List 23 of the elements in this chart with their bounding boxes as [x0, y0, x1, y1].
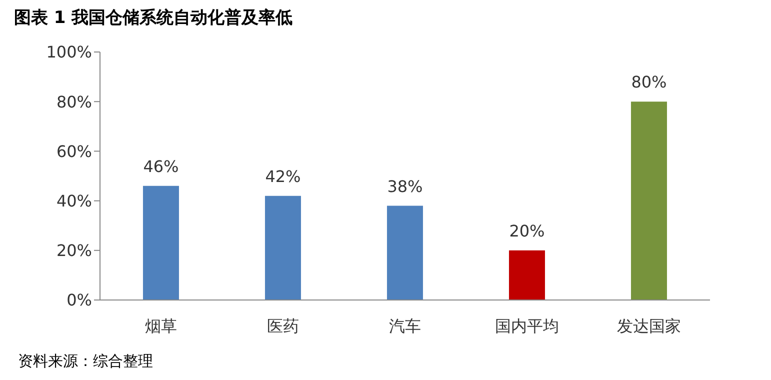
data-label: 20%: [509, 221, 545, 240]
bar: [264, 196, 301, 300]
bar: [508, 250, 545, 300]
bar: [142, 186, 179, 300]
bar: [386, 206, 423, 300]
y-tick-label: 20%: [56, 241, 92, 260]
x-tick-label: 国内平均: [495, 316, 559, 336]
y-tick-label: 0%: [66, 290, 92, 310]
data-label: 38%: [387, 176, 423, 196]
x-tick-label: 医药: [267, 316, 299, 336]
bar: [630, 102, 667, 300]
y-tick-label: 40%: [56, 191, 92, 210]
text: 资料来源：综合整理: [18, 352, 153, 371]
data-label: 42%: [265, 166, 301, 186]
data-label: 80%: [631, 72, 667, 92]
y-tick-label: 80%: [56, 92, 92, 112]
x-tick-label: 汽车: [389, 316, 421, 336]
y-tick-label: 60%: [56, 142, 92, 161]
chart-title: 图表 1 我国仓储系统自动化普及率低: [14, 7, 293, 29]
x-tick-label: 发达国家: [617, 316, 681, 336]
y-tick-label: 100%: [46, 42, 92, 62]
data-label: 46%: [143, 156, 179, 176]
x-tick-label: 烟草: [145, 316, 177, 336]
